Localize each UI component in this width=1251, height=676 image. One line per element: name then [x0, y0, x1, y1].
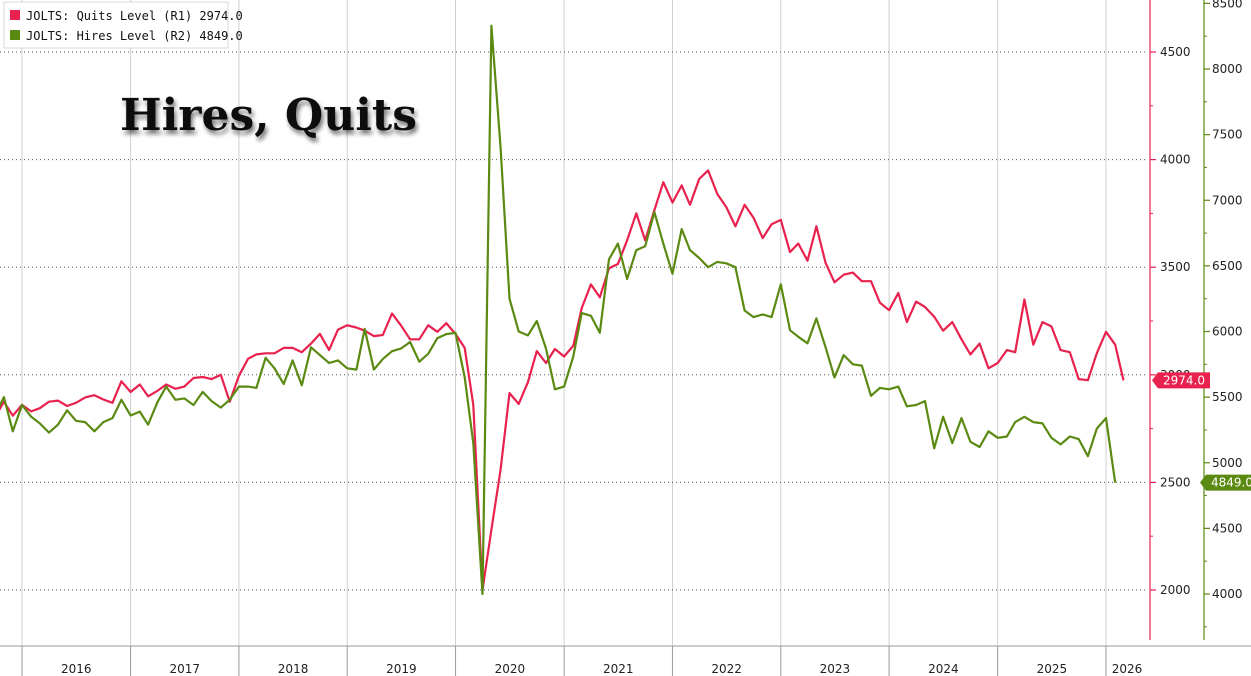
- hires-series-line: [0, 24, 1117, 596]
- legend-entry-hires: JOLTS: Hires Level (R2) 4849.0: [26, 29, 243, 43]
- hires-last-value-badge-text: 4849.0: [1211, 476, 1251, 490]
- r2-tick-label: 5000: [1212, 456, 1243, 470]
- x-tick-label: 2019: [386, 662, 417, 676]
- r2-tick-label: 6500: [1212, 259, 1243, 273]
- hires-last-value-badge-shape: [1200, 474, 1251, 491]
- r2-tick-label: 4500: [1212, 521, 1243, 535]
- r2-tick-label: 4000: [1212, 587, 1243, 601]
- quits-last-value-badge: 2974.0: [1152, 372, 1210, 389]
- legend-entry-quits: JOLTS: Quits Level (R1) 2974.0: [26, 9, 243, 23]
- series-lines: [0, 24, 1125, 596]
- x-tick-label: 2023: [820, 662, 851, 676]
- r2-tick-label: 6000: [1212, 325, 1243, 339]
- r1-tick-label: 4500: [1160, 45, 1191, 59]
- chart-title: Hires, Quits: [120, 90, 417, 141]
- quits-last-value-badge-text: 2974.0: [1163, 373, 1205, 387]
- x-tick-label: 2021: [603, 662, 634, 676]
- gridlines: [0, 0, 1148, 646]
- x-tick-label: 2018: [278, 662, 309, 676]
- x-tick-label: 2022: [711, 662, 742, 676]
- hires-last-value-badge: 4849.0: [1200, 474, 1251, 491]
- quits-series-line: [0, 169, 1125, 592]
- legend-swatch-hires: [10, 30, 20, 40]
- r2-tick-label: 5500: [1212, 390, 1243, 404]
- r1-tick-label: 2000: [1160, 583, 1191, 597]
- quits-last-value-badge-shape: [1152, 372, 1210, 389]
- legend: JOLTS: Quits Level (R1) 2974.0 JOLTS: Hir…: [3, 1, 243, 49]
- legend-box: [3, 1, 229, 49]
- x-tick-label: 2017: [169, 662, 200, 676]
- r2-tick-label: 7000: [1212, 193, 1243, 207]
- r2-tick-label: 7500: [1212, 128, 1243, 142]
- x-tick-label: 2025: [1037, 662, 1068, 676]
- r2-tick-label: 8500: [1212, 0, 1243, 10]
- x-tick-label: 2024: [928, 662, 959, 676]
- x-tick-label: 2026: [1112, 662, 1143, 676]
- x-tick-label: 2020: [495, 662, 526, 676]
- r1-tick-label: 4000: [1160, 153, 1191, 167]
- r2-tick-label: 8000: [1212, 62, 1243, 76]
- r1-tick-label: 2500: [1160, 475, 1191, 489]
- legend-swatch-quits: [10, 10, 20, 20]
- r1-tick-label: 3500: [1160, 260, 1191, 274]
- x-tick-label: 2016: [61, 662, 92, 676]
